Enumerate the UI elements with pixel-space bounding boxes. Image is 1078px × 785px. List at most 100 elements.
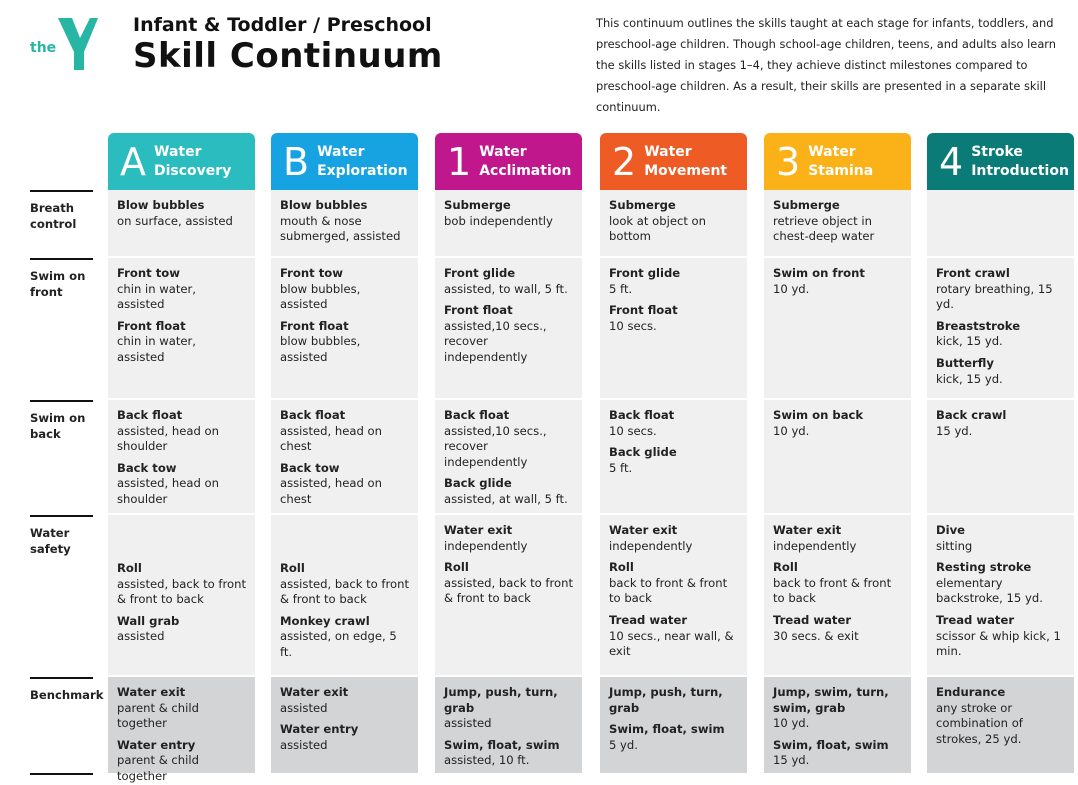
skill-detail: assisted, head on shoulder	[117, 423, 219, 454]
skill-title: Water exit	[444, 523, 513, 537]
skill-title: Back crawl	[936, 408, 1007, 422]
skill-title: Blow bubbles	[117, 198, 205, 212]
skill-title: Endurance	[936, 685, 1006, 699]
skill-title: Front float	[609, 303, 678, 318]
skill-title: Water entry	[117, 737, 196, 752]
skill-detail: assisted, back to front & front to back	[444, 575, 573, 606]
stage-letter: 2	[612, 139, 637, 184]
skill-item: Front tow chin in water, assisted	[117, 266, 246, 313]
skill-item: Back crawl 15 yd.	[936, 408, 1065, 439]
stage-header: 3 Water Stamina	[764, 133, 911, 190]
skill-item: Swim on front 10 yd.	[773, 266, 902, 297]
skill-detail: assisted, head on chest	[280, 423, 382, 454]
row-label: Breath control	[30, 190, 93, 258]
skill-detail: chin in water, assisted	[117, 281, 196, 312]
skill-detail: assisted,10 secs., recover independently	[444, 423, 547, 469]
skill-detail: back to front & front to back	[609, 575, 728, 606]
skill-item: Swim, float, swim 15 yd.	[773, 738, 902, 769]
skill-cell: Water exit independently Roll assisted, bac…	[435, 515, 582, 675]
skill-item: Back tow assisted, head on chest	[280, 461, 409, 508]
skill-title: Front float	[117, 318, 186, 333]
stage-letter: B	[283, 139, 310, 184]
skill-item: Water exit independently	[773, 523, 902, 554]
skill-detail: kick, 15 yd.	[936, 334, 1003, 349]
skill-detail: assisted	[444, 716, 492, 731]
skill-cell: Back crawl 15 yd.	[927, 400, 1074, 513]
stage-letter: 4	[939, 139, 964, 184]
logo-y	[58, 18, 98, 70]
skill-title: Front float	[444, 303, 513, 318]
skill-cell: Water exit independently Roll back to front…	[600, 515, 747, 675]
skill-item: Back glide 5 ft.	[609, 445, 738, 476]
skill-item: Water exit assisted	[280, 685, 409, 716]
skill-title: Submerge	[609, 198, 676, 212]
skill-detail: independently	[609, 538, 693, 553]
skill-detail: 10 secs.	[609, 423, 657, 438]
skill-item: Water entry parent & child together	[117, 738, 246, 785]
skill-item: Front float 10 secs.	[609, 303, 738, 334]
skill-item: Submerge retrieve object in chest-deep wa…	[773, 198, 902, 245]
skill-detail: assisted, on edge, 5 ft.	[280, 629, 397, 659]
title-small: Infant & Toddler / Preschool	[133, 14, 432, 36]
skill-title: Blow bubbles	[280, 198, 368, 212]
skill-item: Swim, float, swim 5 yd.	[609, 722, 738, 753]
skill-title: Jump, push, turn, grab	[609, 685, 723, 715]
skill-detail: assisted, to wall, 5 ft.	[444, 281, 568, 296]
skill-cell: Jump, push, turn, grab Swim, float, swim 5…	[600, 677, 747, 773]
skill-title: Tread water	[773, 612, 852, 627]
skill-item: Roll back to front & front to back	[773, 560, 902, 607]
stage-name: Water Stamina	[808, 143, 874, 179]
stage-name: Water Acclimation	[479, 143, 572, 179]
skill-title: Front float	[280, 318, 349, 333]
skill-cell: Back float assisted, head on chest Back to…	[271, 400, 418, 513]
skill-cell: Jump, push, turn, grab assisted Swim, floa…	[435, 677, 582, 773]
skill-title: Jump, swim, turn, swim, grab	[773, 685, 889, 715]
skill-item: Water exit parent & child together	[117, 685, 246, 732]
skill-cell: Blow bubbles mouth & nose submerged, assi…	[271, 190, 418, 256]
skill-item: Roll back to front & front to back	[609, 560, 738, 607]
skill-detail: assisted,10 secs., recover independently	[444, 318, 547, 364]
skill-cell: Endurance any stroke or combination of st…	[927, 677, 1074, 773]
skill-item: Front tow blow bubbles, assisted	[280, 266, 409, 313]
skill-detail: retrieve object in chest-deep water	[773, 213, 875, 244]
skill-detail: 10 secs.	[609, 318, 657, 333]
skill-detail: 5 yd.	[609, 737, 638, 752]
skill-cell: Submerge look at object on bottom	[600, 190, 747, 256]
stage-header: B Water Exploration	[271, 133, 418, 190]
stage-letter: 3	[776, 139, 801, 184]
skill-item: Submerge look at object on bottom	[609, 198, 738, 245]
skill-title: Tread water	[609, 612, 688, 627]
stage-letter: A	[120, 139, 146, 184]
skill-title: Monkey crawl	[280, 613, 370, 628]
skill-title: Roll	[444, 560, 469, 575]
skill-item: Butterfly kick, 15 yd.	[936, 356, 1065, 387]
skill-title: Front glide	[444, 266, 516, 280]
skill-title: Back glide	[444, 476, 512, 491]
skill-cell: Back float 10 secs. Back glide 5 ft.	[600, 400, 747, 513]
skill-detail: 10 yd.	[773, 423, 810, 438]
title-large: Skill Continuum	[133, 36, 443, 76]
skill-item: Front float assisted,10 secs., recover in…	[444, 303, 573, 365]
skill-cell: Roll assisted, back to front & front to b…	[271, 515, 418, 675]
skill-cell: Water exit assisted Water entry assisted	[271, 677, 418, 773]
skill-detail: 10 yd.	[773, 281, 810, 296]
row-label: Benchmark	[30, 677, 103, 773]
skill-detail: 10 yd.	[773, 716, 810, 731]
skill-item: Wall grab assisted	[117, 614, 246, 645]
skill-title: Back tow	[280, 460, 340, 475]
skill-cell: Blow bubbles on surface, assisted	[108, 190, 255, 256]
skill-detail: scissor & whip kick, 1 min.	[936, 628, 1061, 659]
description: This continuum outlines the skills taugh…	[596, 16, 1056, 114]
skill-item: Back tow assisted, head on shoulder	[117, 461, 246, 508]
skill-detail: assisted, back to front & front to back	[280, 576, 409, 607]
stage-header: A Water Discovery	[108, 133, 255, 190]
skill-title: Swim, float, swim	[444, 737, 560, 752]
row-label: Swim on back	[30, 400, 93, 515]
stage-name: Water Discovery	[154, 143, 232, 179]
skill-title: Tread water	[936, 612, 1015, 627]
skill-detail: assisted, 10 ft.	[444, 753, 530, 768]
skill-detail: look at object on bottom	[609, 213, 706, 244]
skill-item: Submerge bob independently	[444, 198, 573, 229]
skill-title: Breaststroke	[936, 318, 1021, 333]
skill-item: Water exit independently	[444, 523, 573, 554]
